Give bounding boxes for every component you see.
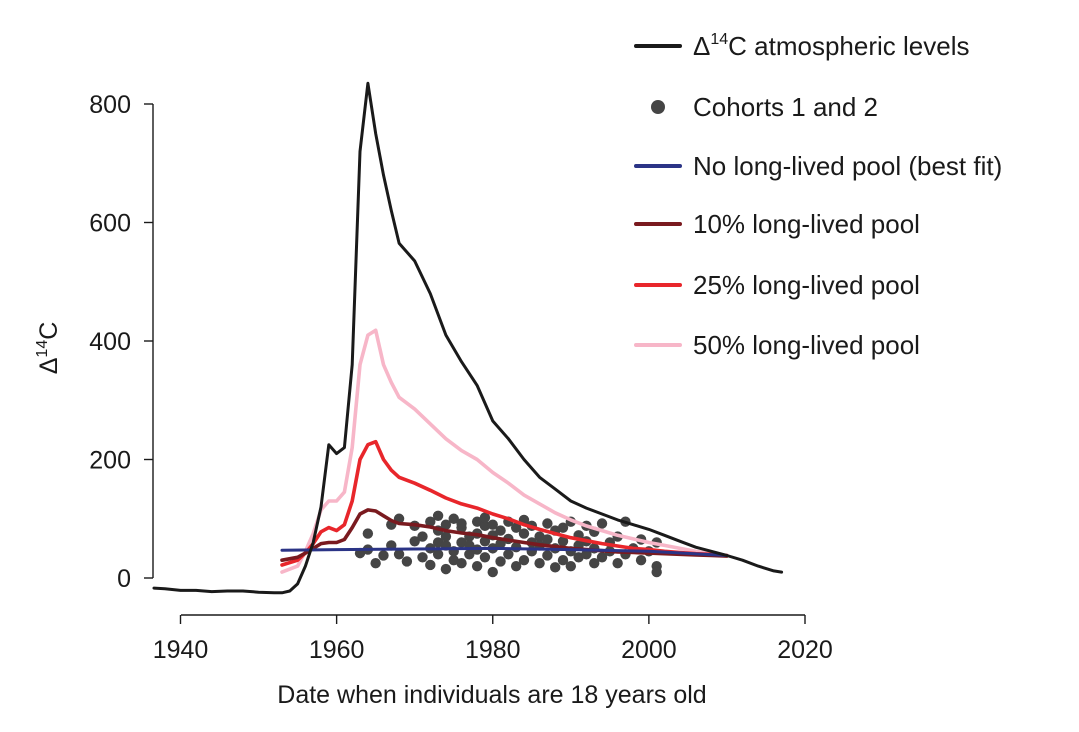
y-tick-label: 400 [89, 328, 131, 356]
cohort-data-point [432, 537, 444, 548]
cohort-data-point [440, 519, 452, 530]
cohort-data-point [456, 557, 467, 569]
cohort-data-point [589, 557, 600, 569]
cohort-data-point [635, 555, 647, 566]
y-axis-title: Δ14C [34, 322, 63, 375]
legend-label-sup: 14 [710, 31, 728, 48]
x-tick-label: 1940 [153, 636, 209, 664]
x-axis-ticks: 1940 1960 1980 2000 2020 [153, 615, 833, 664]
cohort-data-point [378, 550, 389, 561]
cohort-data-point [487, 566, 498, 578]
y-axis: 0 200 400 600 800 Δ14C [34, 91, 154, 593]
cohort-data-point [479, 520, 491, 532]
x-tick-label: 1980 [465, 636, 521, 664]
cohort-data-point [425, 516, 436, 527]
cohort-data-point [534, 557, 545, 569]
y-axis-title-sup: 14 [34, 340, 51, 358]
cohort-data-point [495, 556, 506, 567]
cohort-data-point [432, 549, 444, 560]
cohort-data-point [495, 525, 506, 536]
cohort-data-point [401, 556, 413, 567]
series-line-p25 [280, 439, 729, 567]
cohort-data-point [417, 552, 428, 563]
legend-label-cohorts: Cohorts 1 and 2 [693, 92, 878, 122]
cohort-data-point [612, 557, 623, 569]
series-line-none [280, 546, 729, 557]
y-tick-label: 800 [89, 91, 131, 119]
cohort-data-point [479, 536, 491, 547]
y-tick-label: 200 [89, 447, 131, 475]
cohort-data-point [557, 536, 569, 547]
legend-label-p10: 10% long-lived pool [693, 209, 920, 239]
cohort-data-point [471, 516, 483, 527]
y-axis-ticks: 0 200 400 600 800 [89, 91, 153, 593]
cohort-data-point [448, 513, 459, 524]
cohort-data-point [362, 528, 374, 539]
cohort-data-point [417, 531, 428, 542]
y-axis-title-prefix: Δ [35, 358, 63, 375]
y-axis-title-suffix: C [35, 322, 63, 340]
cohort-data-point [573, 552, 584, 563]
chart-legend: Δ14C atmospheric levels Cohorts 1 and 2 No… [634, 31, 1002, 360]
cohort-data-point [518, 528, 530, 539]
legend-swatch-cohorts [651, 100, 665, 114]
cohort-data-point [542, 518, 553, 529]
cohort-data-point [596, 552, 608, 563]
y-tick-label: 600 [89, 210, 131, 238]
cohort-data-point [471, 560, 483, 572]
cohort-data-point [542, 550, 553, 561]
cohort-data-point [487, 519, 498, 530]
cohort-data-point [456, 537, 467, 548]
legend-label-atm: Δ14C atmospheric levels [693, 31, 969, 61]
series-line-atm [152, 81, 784, 595]
x-tick-label: 2000 [621, 636, 677, 664]
plot-area [152, 81, 784, 595]
cohort-data-point [464, 549, 475, 560]
x-axis: 1940 1960 1980 2000 2020 Date when individua… [153, 614, 833, 709]
series-line-p10 [280, 508, 729, 562]
legend-label-suffix: C atmospheric levels [728, 31, 969, 61]
cohort-data-point [370, 557, 381, 569]
cohort-data-point [479, 552, 491, 563]
x-tick-label: 1960 [309, 636, 365, 664]
series-line-p50 [280, 328, 729, 574]
cohort-data-point [518, 555, 530, 566]
cohort-data-point [565, 560, 577, 572]
cohort-data-point [542, 534, 553, 545]
x-tick-label: 2020 [777, 636, 833, 664]
cohort-data-point [448, 555, 459, 566]
cohort-data-point [440, 563, 452, 575]
cohort-data-point [557, 522, 569, 533]
cohort-data-point [479, 512, 491, 523]
cohort-data-point [393, 549, 405, 560]
cohort-data-point [503, 549, 514, 560]
cohort-data-point [557, 555, 569, 566]
cohort-data-point [409, 536, 420, 547]
cohort-data-point [510, 560, 522, 572]
legend-label-none: No long-lived pool (best fit) [693, 151, 1002, 181]
legend-label-p50: 50% long-lived pool [693, 330, 920, 360]
cohort-data-point [550, 562, 561, 573]
cohort-data-point [596, 518, 608, 529]
legend-label-prefix: Δ [693, 31, 710, 61]
cohort-data-point [425, 559, 436, 571]
cohort-data-point [651, 566, 662, 578]
cohort-data-point [534, 531, 545, 542]
cohort-data-point [432, 510, 444, 521]
cohort-data-point [440, 531, 452, 542]
legend-label-p25: 25% long-lived pool [693, 270, 920, 300]
cohort-data-point [510, 522, 522, 533]
cohort-data-point [456, 518, 467, 529]
y-tick-label: 0 [117, 565, 131, 593]
cohort-data-point [581, 549, 592, 560]
x-axis-title: Date when individuals are 18 years old [277, 681, 706, 709]
